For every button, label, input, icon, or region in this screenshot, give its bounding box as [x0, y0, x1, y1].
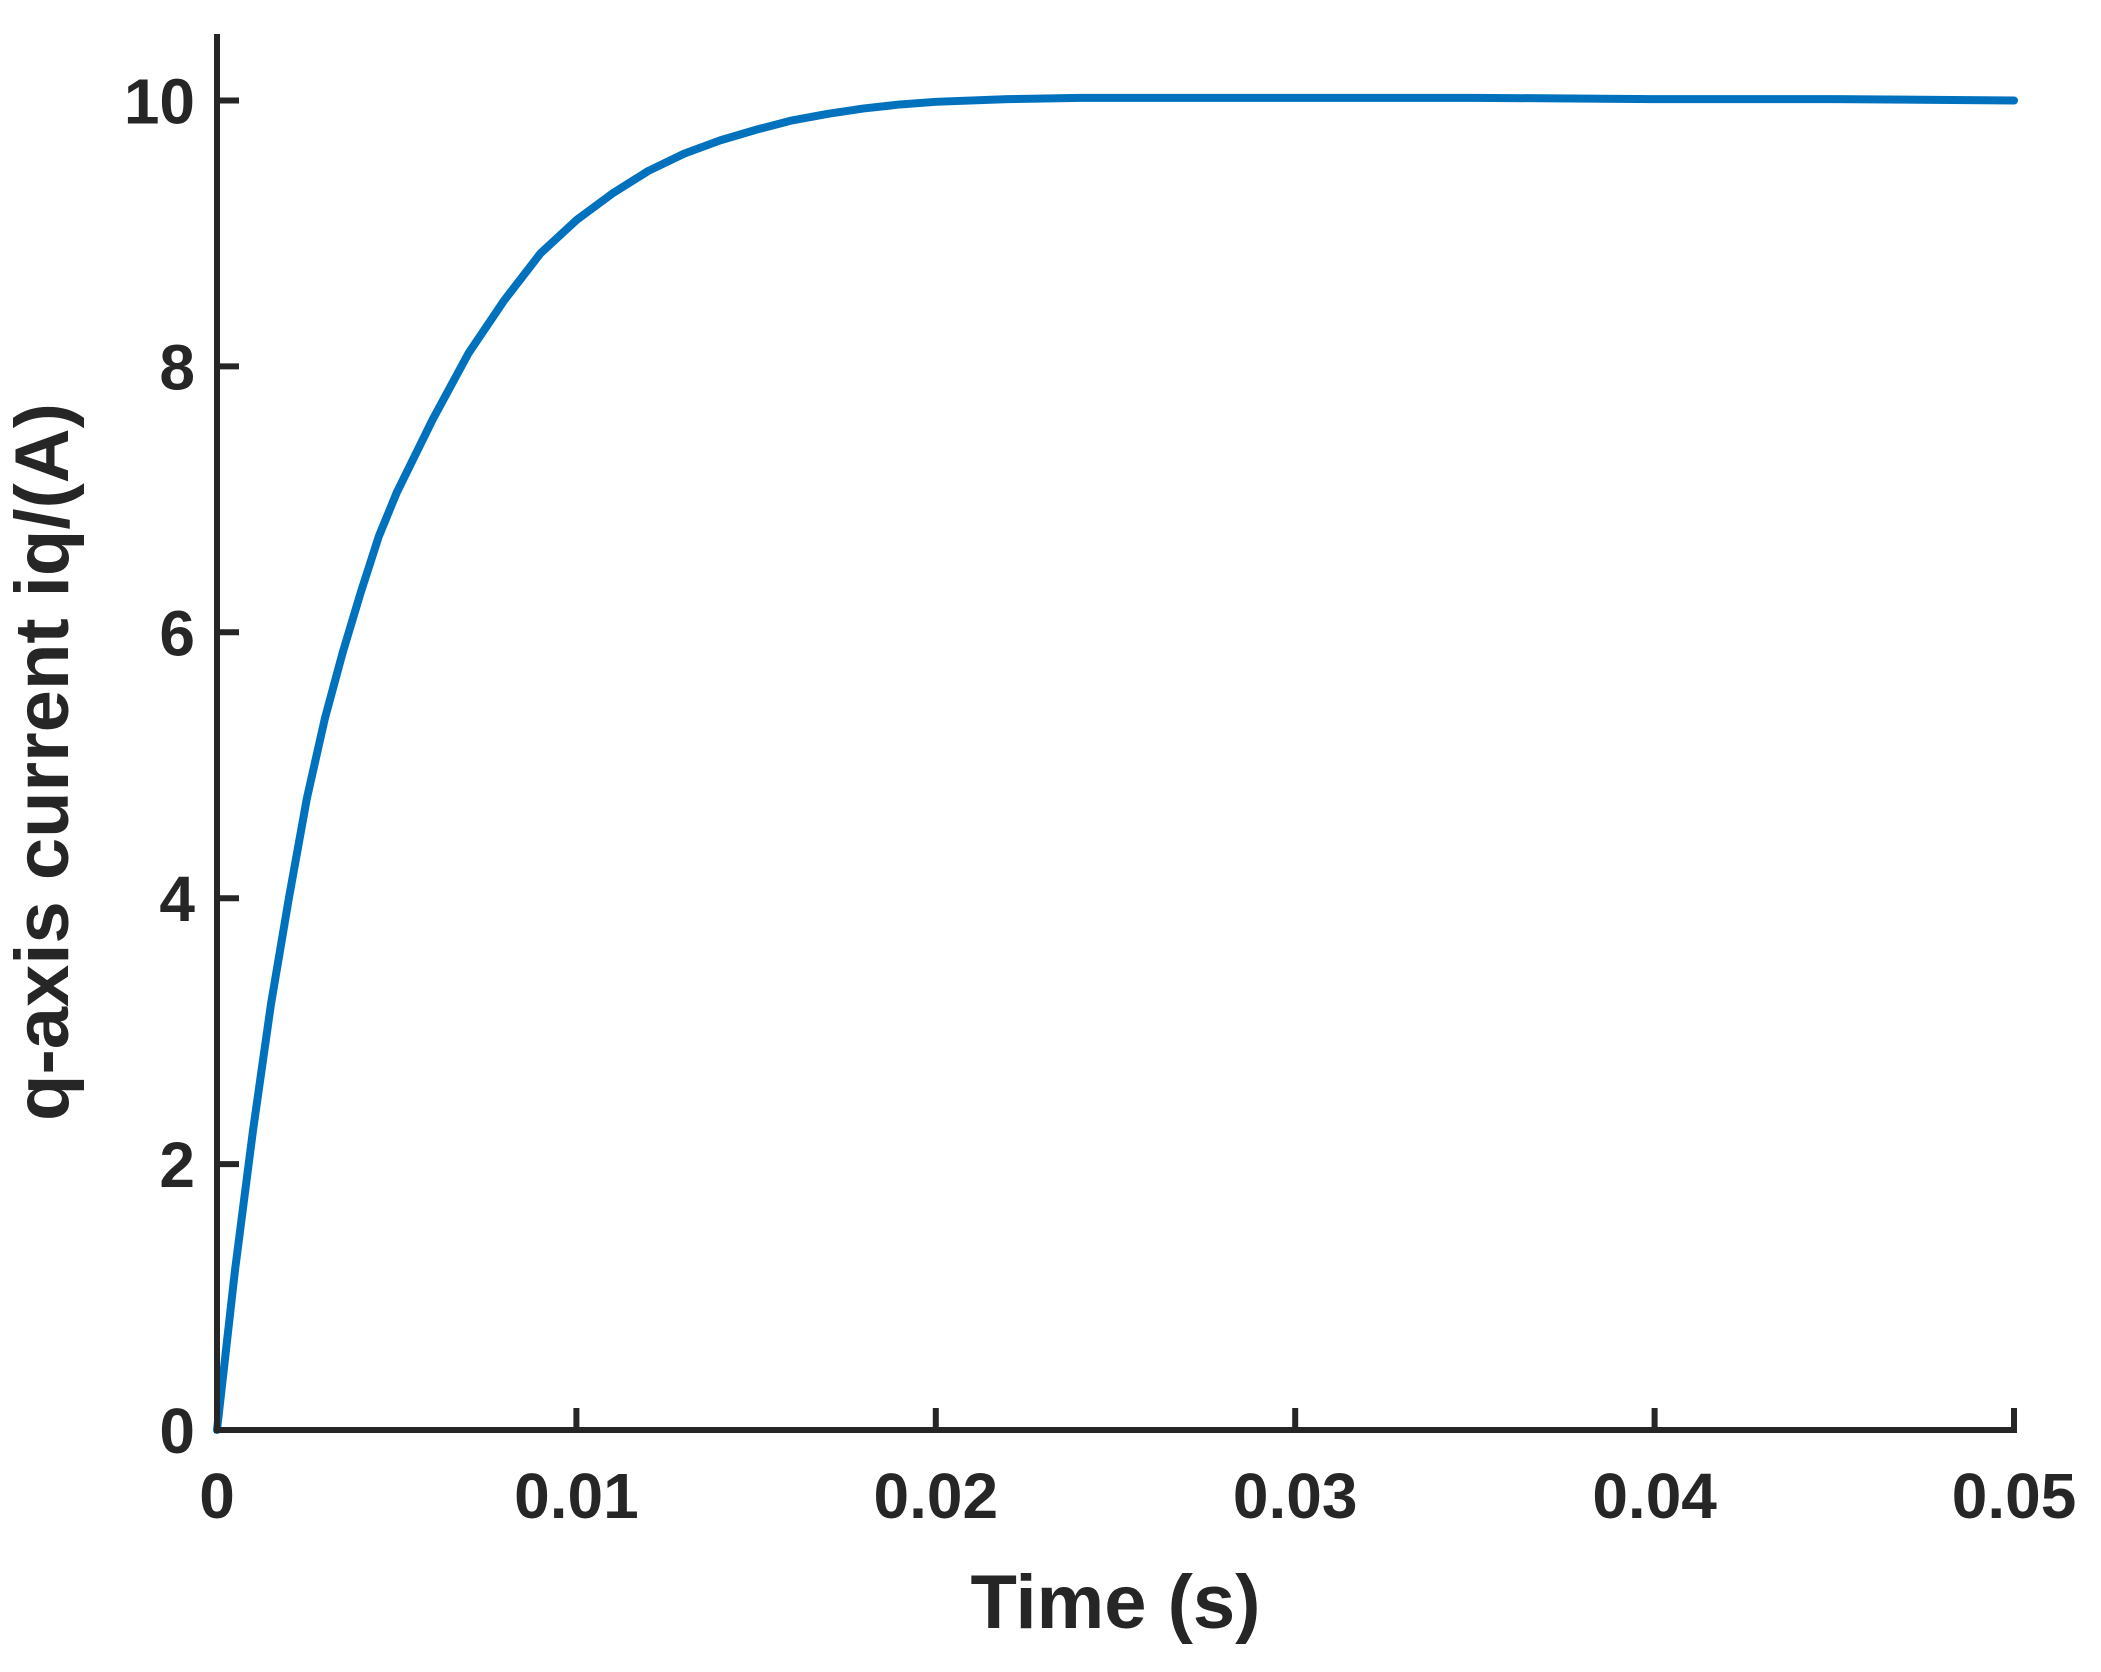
axes-layer — [214, 34, 2017, 1433]
series-line-0 — [213, 93, 2018, 1434]
series-layer — [213, 93, 2018, 1434]
y-tick-label: 10 — [124, 65, 195, 137]
x-tick-label: 0.05 — [1952, 1460, 2077, 1532]
y-tick-label: 0 — [159, 1395, 195, 1467]
x-tick-label: 0.02 — [874, 1460, 999, 1532]
x-tick-label: 0.03 — [1233, 1460, 1358, 1532]
y-tick-label: 2 — [159, 1129, 195, 1201]
y-tick-label: 4 — [159, 863, 195, 935]
ticks-layer: 0 0.01 0.02 0.03 0.04 0.05 0 2 4 6 8 10 — [124, 65, 2076, 1532]
y-tick-label: 6 — [159, 597, 195, 669]
x-tick-label: 0 — [199, 1460, 235, 1532]
y-tick-label: 8 — [159, 331, 195, 403]
x-tick-label: 0.01 — [514, 1460, 639, 1532]
x-tick-label: 0.04 — [1592, 1460, 1717, 1532]
x-axis-label: Time (s) — [970, 1560, 1260, 1645]
y-axis-label: q-axis current iq/(A) — [0, 403, 85, 1121]
